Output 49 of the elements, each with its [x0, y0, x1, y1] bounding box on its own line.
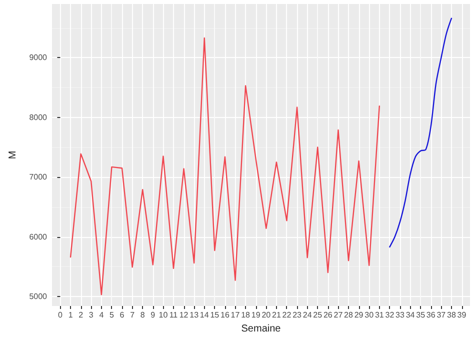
x-tick-label: 24	[302, 310, 312, 320]
x-tick-label: 38	[447, 310, 456, 320]
x-tick-label: 36	[426, 310, 436, 320]
x-tick-label: 25	[313, 310, 323, 320]
y-tick-label: 6000	[29, 232, 48, 242]
x-tick-label: 19	[251, 310, 261, 320]
x-tick-label: 33	[396, 310, 405, 320]
x-tick-label: 4	[99, 310, 104, 320]
x-tick-label: 32	[385, 310, 395, 320]
x-tick-label: 11	[169, 310, 178, 320]
y-tick-label: 7000	[29, 172, 48, 182]
x-tick-label: 2	[78, 310, 84, 320]
x-tick-label: 1	[68, 310, 74, 320]
x-tick-label: 30	[364, 310, 374, 320]
x-tick-label: 12	[179, 310, 189, 320]
x-tick-label: 18	[241, 310, 251, 320]
x-tick-label: 22	[282, 310, 292, 320]
line-series	[389, 18, 452, 248]
x-tick-label: 13	[190, 310, 200, 320]
x-tick-label: 39	[457, 310, 467, 320]
x-axis-title: Semaine	[241, 323, 282, 334]
x-tick-label: 31	[374, 310, 384, 320]
x-tick-label: 7	[130, 310, 136, 320]
x-tick-label: 17	[230, 310, 240, 320]
x-tick-label: 9	[150, 310, 156, 320]
x-tick-label: 16	[220, 310, 230, 320]
x-tick-label: 23	[292, 310, 302, 320]
y-tick-label: 9000	[29, 53, 48, 62]
x-tick-label: 29	[354, 310, 364, 320]
y-axis-title: M	[8, 150, 18, 160]
x-tick-label: 3	[88, 310, 94, 320]
x-tick-label: 28	[344, 310, 354, 320]
x-tick-label: 21	[272, 310, 282, 320]
x-tick-label: 15	[210, 310, 220, 320]
y-tick-label: 8000	[29, 112, 48, 122]
x-tick-label: 5	[109, 310, 114, 320]
x-tick-label: 8	[140, 310, 146, 320]
x-tick-label: 20	[262, 310, 272, 320]
x-tick-label: 34	[406, 310, 416, 320]
x-tick-label: 26	[323, 310, 333, 320]
x-tick-label: 27	[334, 310, 344, 320]
x-tick-label: 0	[58, 310, 64, 320]
x-tick-label: 35	[416, 310, 426, 320]
x-tick-label: 10	[158, 310, 168, 320]
y-tick-label: 5000	[29, 292, 48, 301]
line-series	[70, 37, 380, 296]
x-tick-label: 37	[436, 310, 446, 320]
x-tick-label: 6	[120, 310, 125, 320]
x-tick-label: 14	[200, 310, 210, 320]
